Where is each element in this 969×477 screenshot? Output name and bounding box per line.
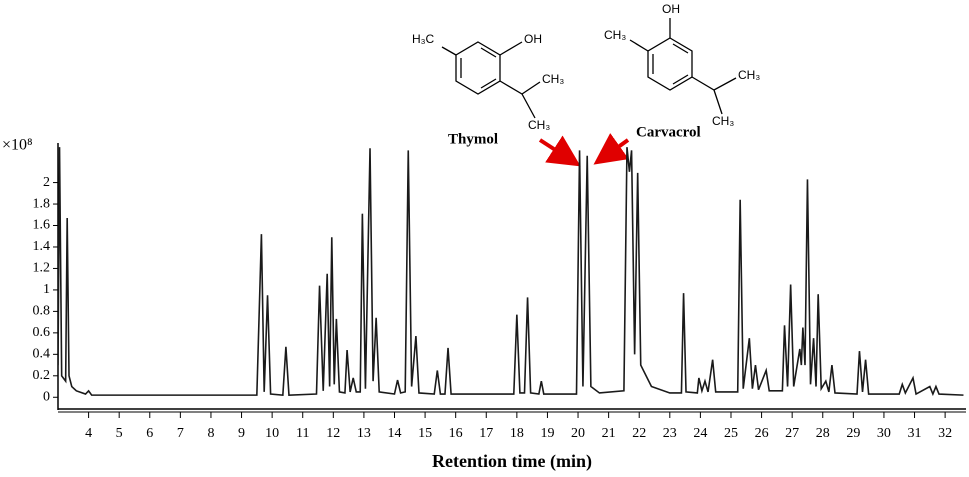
x-tick-label: 15 <box>418 426 432 441</box>
structures <box>441 18 737 119</box>
y-tick-label: 0.6 <box>33 325 51 340</box>
chromatogram-line <box>58 147 964 397</box>
x-tick-label: 22 <box>632 426 646 441</box>
y-tick-label: 0.8 <box>33 304 51 319</box>
y-tick-label: 0 <box>43 389 50 404</box>
x-tick-label: 30 <box>877 426 891 441</box>
structure-label: OH <box>662 2 680 16</box>
y-tick-label: 1.4 <box>33 239 51 254</box>
x-tick-label: 26 <box>755 426 769 441</box>
structure-label: CH₃ <box>604 28 626 42</box>
bonds <box>629 18 737 115</box>
y-tick-label: 0.2 <box>33 368 51 383</box>
x-tick-label: 19 <box>540 426 554 441</box>
y-tick-label: 1.2 <box>33 261 51 276</box>
x-tick-label: 6 <box>146 426 153 441</box>
x-tick-label: 24 <box>693 426 707 441</box>
x-tick-label: 14 <box>387 426 401 441</box>
x-tick-label: 27 <box>785 426 799 441</box>
ring <box>647 37 693 91</box>
arrow <box>538 135 581 167</box>
x-tick-label: 29 <box>846 426 860 441</box>
ring-bonds <box>460 47 497 89</box>
y-tick-label: 1.8 <box>33 196 51 211</box>
x-tick-label: 8 <box>207 426 214 441</box>
y-tick-label: 1 <box>43 282 50 297</box>
x-tick-label: 28 <box>816 426 830 441</box>
structure-label: CH₃ <box>712 114 734 128</box>
x-tick-label: 21 <box>602 426 616 441</box>
annotation: Carvacrol <box>636 124 701 140</box>
ring <box>455 41 501 95</box>
plot-area <box>58 147 964 397</box>
y-tick-label: 2 <box>43 175 50 190</box>
y-tick-label: 1.6 <box>33 218 51 233</box>
x-tick-label: 25 <box>724 426 738 441</box>
x-tick-label: 12 <box>326 426 340 441</box>
x-tick-label: 17 <box>479 426 493 441</box>
x-tick-label: 31 <box>908 426 922 441</box>
x-tick-label: 5 <box>116 426 123 441</box>
x-tick-label: 11 <box>296 426 309 441</box>
x-tick-label: 13 <box>357 426 371 441</box>
annotation: Thymol <box>448 131 498 147</box>
structure-label: OH <box>524 32 542 46</box>
x-tick-label: 10 <box>265 426 279 441</box>
x-tick-label: 18 <box>510 426 524 441</box>
x-axis-title: Retention time (min) <box>432 451 592 472</box>
x-tick-label: 4 <box>85 426 92 441</box>
x-tick-label: 7 <box>177 426 184 441</box>
structure-label: CH₃ <box>542 72 564 86</box>
x-tick-label: 20 <box>571 426 585 441</box>
x-tick-label: 16 <box>449 426 463 441</box>
x-tick-label: 9 <box>238 426 245 441</box>
structure-label: CH₃ <box>738 68 760 82</box>
x-tick-label: 32 <box>938 426 952 441</box>
y-tick-label: 0.4 <box>33 347 51 362</box>
ring-bonds <box>652 43 689 85</box>
y-unit: ×10⁸ <box>2 137 33 154</box>
bonds <box>441 41 541 119</box>
structure-label: H₃C <box>412 32 435 46</box>
arrow <box>593 133 630 165</box>
structure-label: CH₃ <box>528 118 550 132</box>
x-tick-label: 23 <box>663 426 677 441</box>
